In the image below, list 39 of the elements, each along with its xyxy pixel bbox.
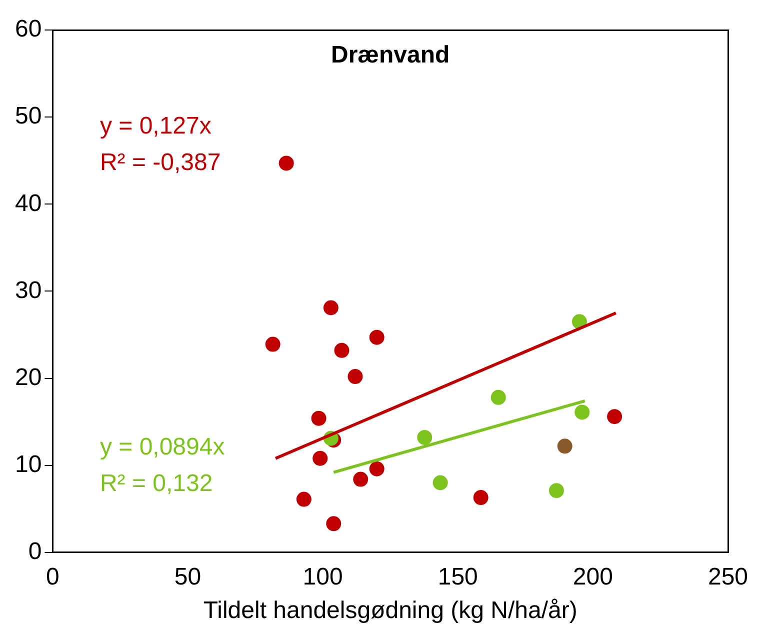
- y-tick-label: 10: [14, 450, 42, 478]
- point: [417, 430, 432, 445]
- annotation: y = 0,127x: [100, 112, 212, 140]
- point: [473, 490, 488, 506]
- x-tick-label: 150: [438, 563, 478, 590]
- point: [369, 330, 384, 345]
- x-axis-title: Tildelt handelsgødning (kg N/ha/år): [203, 597, 578, 624]
- x-tick-label: 0: [46, 563, 60, 590]
- point: [326, 516, 342, 532]
- point: [353, 472, 368, 487]
- point: [490, 390, 506, 405]
- y-tick-label: 60: [14, 16, 42, 43]
- y-tick-label: 30: [14, 276, 42, 304]
- point: [348, 369, 363, 384]
- x-tick-label: 100: [302, 563, 343, 590]
- x-tick-label: 250: [708, 563, 748, 590]
- y-tick-label: 50: [14, 102, 42, 130]
- point: [548, 483, 564, 498]
- point: [265, 336, 280, 352]
- text: Drænvand: [331, 42, 450, 69]
- point: [312, 450, 328, 466]
- point: [311, 410, 326, 426]
- point: [334, 342, 350, 358]
- y-tick-label: 0: [28, 538, 42, 566]
- point: [432, 475, 448, 490]
- x-tick-label: 50: [174, 563, 202, 590]
- point: [574, 404, 590, 420]
- point: [296, 492, 312, 507]
- point: [557, 438, 572, 454]
- point: [323, 300, 338, 316]
- point: [369, 461, 384, 476]
- y-tick-label: 20: [14, 364, 42, 391]
- annotation: R² = 0,132: [100, 470, 213, 498]
- y-tick-label: 40: [14, 190, 42, 217]
- annotation: y = 0,0894x: [100, 434, 225, 461]
- point: [607, 409, 622, 424]
- annotation: R² = -0,387: [100, 148, 221, 176]
- x-tick-label: 200: [572, 563, 613, 590]
- point: [278, 156, 294, 171]
